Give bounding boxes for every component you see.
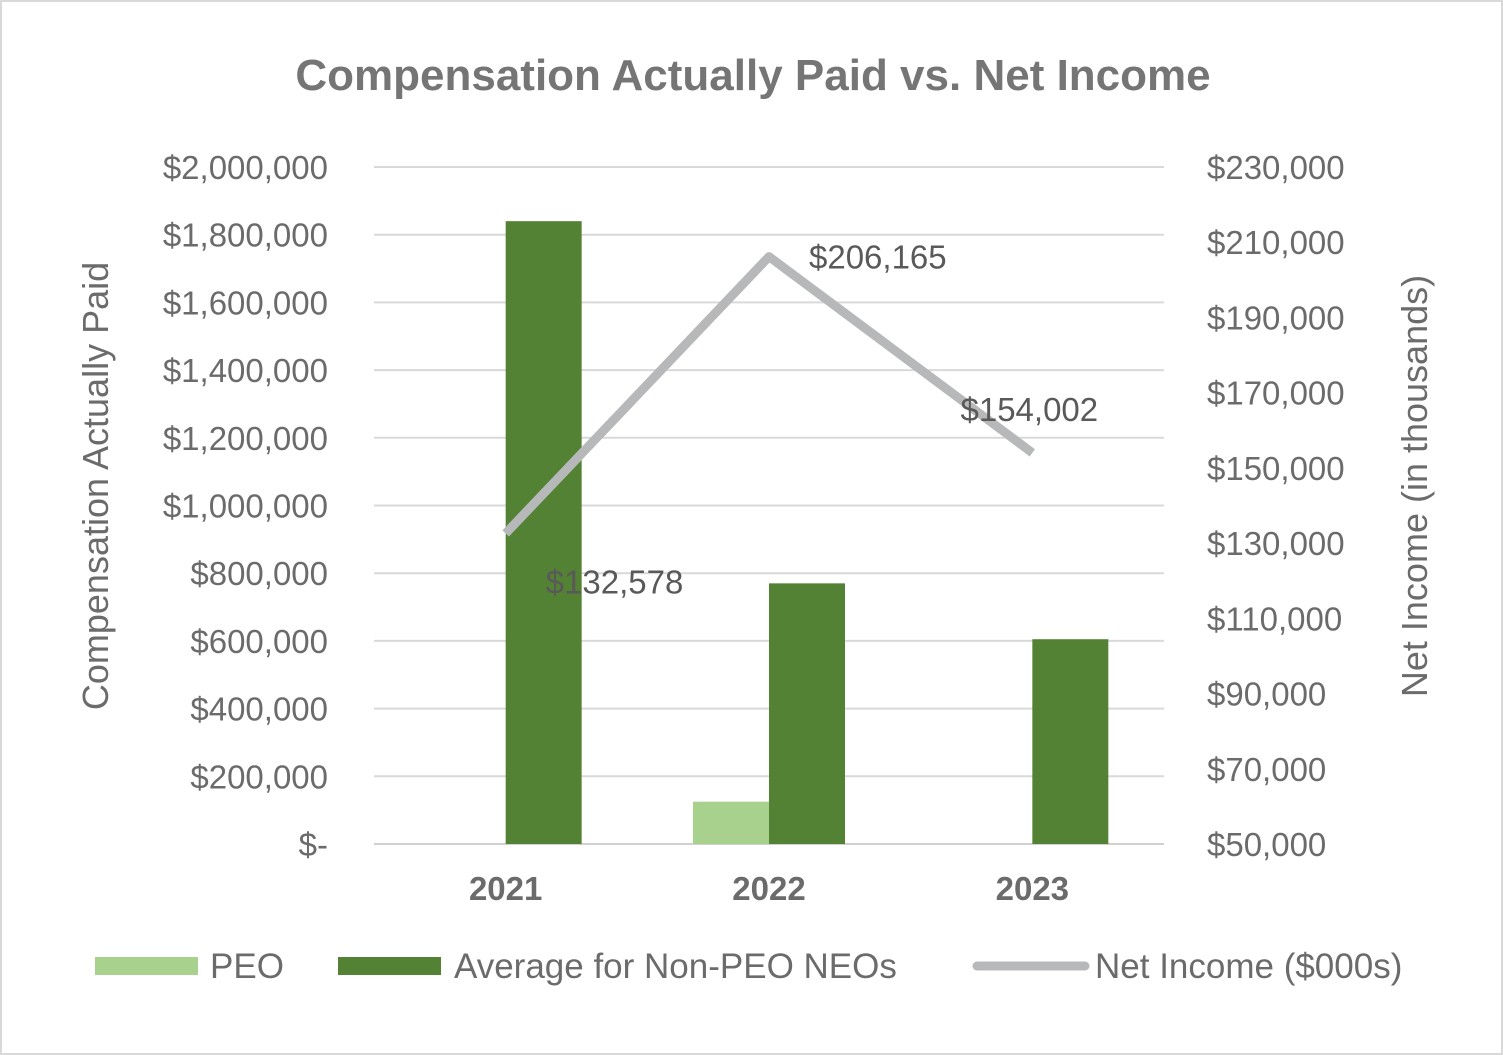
left-axis-title: Compensation Actually Paid [75, 262, 116, 710]
legend-item-peo: PEO [95, 947, 284, 986]
left-tick-label: $2,000,000 [163, 149, 328, 186]
bars [505, 221, 1109, 844]
net-income-data-label: $154,002 [961, 391, 1099, 428]
right-axis-title: Net Income (in thousands) [1394, 275, 1435, 697]
right-tick-label: $90,000 [1207, 676, 1326, 713]
bar-average-for-non-peo-neos-2021 [505, 221, 582, 844]
right-tick-label: $210,000 [1207, 224, 1345, 261]
category-label-2021: 2021 [469, 870, 542, 907]
legend-item-average-for-non-peo-neos: Average for Non-PEO NEOs [338, 947, 897, 986]
right-tick-label: $70,000 [1207, 751, 1326, 788]
net-income-line-group: $132,578 $206,165 $154,002 [502, 239, 1099, 600]
legend-label: PEO [210, 947, 284, 986]
category-labels: 2021 2022 2023 [469, 870, 1069, 907]
right-tick-label: $190,000 [1207, 299, 1345, 336]
legend-swatch [95, 957, 198, 975]
chart-title: Compensation Actually Paid vs. Net Incom… [295, 51, 1210, 100]
bar-average-for-non-peo-neos-2022 [769, 583, 845, 844]
net-income-line [502, 252, 1036, 537]
left-tick-label: $200,000 [190, 758, 328, 795]
left-tick-label: $1,600,000 [163, 284, 328, 321]
right-tick-label: $50,000 [1207, 826, 1326, 863]
left-tick-label: $1,200,000 [163, 420, 328, 457]
right-tick-label: $170,000 [1207, 375, 1345, 412]
net-income-data-label: $132,578 [546, 563, 684, 600]
left-tick-label: $- [299, 826, 328, 863]
left-tick-label: $600,000 [190, 623, 328, 660]
legend-label: Average for Non-PEO NEOs [454, 947, 897, 986]
right-tick-label: $130,000 [1207, 525, 1345, 562]
legend-swatch [338, 957, 441, 975]
left-tick-label: $800,000 [190, 555, 328, 592]
left-tick-label: $1,800,000 [163, 217, 328, 254]
right-axis-ticks: $50,000 $70,000 $90,000 $110,000 $130,000 $15… [1207, 149, 1345, 863]
net-income-data-label: $206,165 [809, 239, 947, 276]
left-tick-label: $400,000 [190, 691, 328, 728]
category-label-2022: 2022 [732, 870, 805, 907]
bar-average-for-non-peo-neos-2023 [1032, 639, 1109, 844]
right-tick-label: $110,000 [1207, 600, 1342, 637]
left-axis-ticks: $- $200,000 $400,000 $600,000 $800,000 $1,000… [163, 149, 328, 863]
legend-item-net-income-000s-: Net Income ($000s) [972, 947, 1402, 986]
left-tick-label: $1,000,000 [163, 488, 328, 525]
category-label-2023: 2023 [996, 870, 1069, 907]
legend-label: Net Income ($000s) [1095, 947, 1402, 986]
left-tick-label: $1,400,000 [163, 352, 328, 389]
right-tick-label: $150,000 [1207, 450, 1345, 487]
legend: PEO Average for Non-PEO NEOs Net Income ($… [95, 947, 1402, 986]
bar-peo-2022 [693, 801, 769, 844]
right-tick-label: $230,000 [1207, 149, 1345, 186]
